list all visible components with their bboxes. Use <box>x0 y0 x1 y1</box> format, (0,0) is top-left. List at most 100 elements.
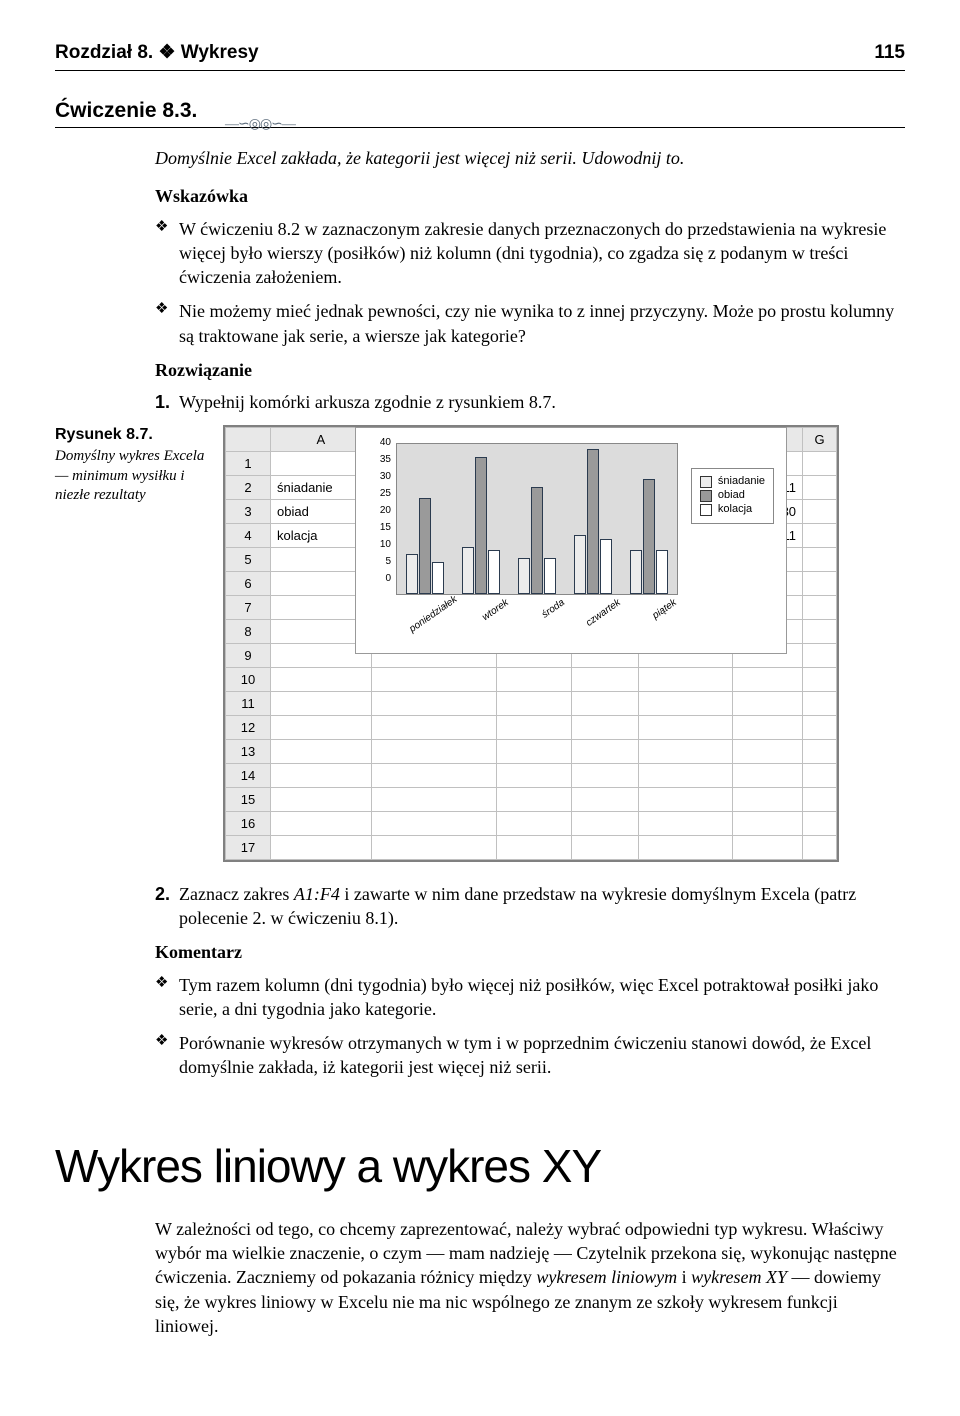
excel-cell <box>572 763 639 787</box>
excel-cell <box>803 667 837 691</box>
excel-cell <box>803 763 837 787</box>
excel-row: 12 <box>226 715 837 739</box>
excel-cell <box>496 811 571 835</box>
excel-cell <box>803 739 837 763</box>
legend-swatch-icon <box>700 490 712 502</box>
excel-cell <box>271 715 372 739</box>
comment-item: ❖ Tym razem kolumn (dni tygodnia) było w… <box>155 973 905 1022</box>
excel-cell <box>803 835 837 859</box>
excel-cell <box>496 691 571 715</box>
excel-cell <box>733 763 803 787</box>
page-header: Rozdział 8. ❖ Wykresy 115 <box>55 40 905 71</box>
figure-description: Domyślny wykres Excela — minimum wysiłku… <box>55 448 204 503</box>
excel-row-header: 11 <box>226 691 271 715</box>
chart-x-tick: poniedziałek <box>408 598 455 635</box>
excel-row-header: 4 <box>226 523 271 547</box>
chart-bar <box>432 562 444 594</box>
excel-row-header: 1 <box>226 451 271 475</box>
legend-item: śniadanie <box>700 476 765 488</box>
comment-heading: Komentarz <box>155 940 905 964</box>
comment-item: ❖ Porównanie wykresów otrzymanych w tym … <box>155 1031 905 1080</box>
chart-bar <box>462 547 474 594</box>
chart-bar-cluster <box>518 487 556 594</box>
excel-cell <box>803 595 837 619</box>
hint-text: W ćwiczeniu 8.2 w zaznaczonym zakresie d… <box>179 217 905 290</box>
excel-cell <box>733 787 803 811</box>
step-text: Wypełnij komórki arkusza zgodnie z rysun… <box>179 390 905 414</box>
excel-cell <box>371 667 496 691</box>
chart-y-axis: 4035302520151050 <box>366 438 391 591</box>
excel-row-header: 7 <box>226 595 271 619</box>
excel-cell <box>803 451 837 475</box>
chart-bars <box>397 444 677 594</box>
chart-x-tick: czwartek <box>576 598 623 635</box>
excel-row-header: 14 <box>226 763 271 787</box>
solution-step: 2. Zaznacz zakres A1:F4 i zawarte w nim … <box>155 882 905 931</box>
excel-cell <box>371 787 496 811</box>
chart-x-tick: środa <box>520 598 567 635</box>
excel-cell <box>638 739 732 763</box>
excel-row: 17 <box>226 835 837 859</box>
chart-y-tick: 30 <box>366 472 391 489</box>
excel-row: 13 <box>226 739 837 763</box>
chart-bar <box>630 550 642 593</box>
excel-cell <box>271 691 372 715</box>
figure-caption: Rysunek 8.7. Domyślny wykres Excela — mi… <box>55 425 205 506</box>
excel-cell <box>733 667 803 691</box>
header-right: 115 <box>874 40 905 66</box>
excel-col-header: G <box>803 427 837 451</box>
legend-label: śniadanie <box>718 476 765 487</box>
bullet-icon: ❖ <box>155 973 179 1022</box>
chart-y-tick: 25 <box>366 489 391 506</box>
legend-label: obiad <box>718 490 745 501</box>
bullet-icon: ❖ <box>155 217 179 290</box>
exercise-divider: —∽◎◎∽— <box>55 127 905 128</box>
excel-row-header: 9 <box>226 643 271 667</box>
excel-cell <box>496 667 571 691</box>
hint-item: ❖ W ćwiczeniu 8.2 w zaznaczonym zakresie… <box>155 217 905 290</box>
solution-step: 1. Wypełnij komórki arkusza zgodnie z ry… <box>155 390 905 414</box>
excel-cell <box>733 739 803 763</box>
excel-cell <box>638 835 732 859</box>
excel-row-header: 5 <box>226 547 271 571</box>
chart-bar <box>531 487 543 594</box>
intro-paragraph: Domyślnie Excel zakłada, że kategorii je… <box>155 146 905 170</box>
legend-label: kolacja <box>718 504 752 515</box>
chart-bar <box>488 550 500 593</box>
chart-bar <box>600 539 612 594</box>
chart-bar <box>656 550 668 593</box>
excel-row: 14 <box>226 763 837 787</box>
excel-cell <box>803 715 837 739</box>
bullet-icon: ❖ <box>155 299 179 348</box>
chart-y-tick: 5 <box>366 557 391 574</box>
excel-cell <box>271 787 372 811</box>
embedded-chart: 4035302520151050 poniedziałekwtorekśroda… <box>355 427 787 654</box>
chart-bar <box>475 457 487 594</box>
chart-x-axis: poniedziałekwtorekśrodaczwartekpiątek <box>396 598 676 608</box>
comment-text: Porównanie wykresów otrzymanych w tym i … <box>179 1031 905 1080</box>
excel-cell <box>803 475 837 499</box>
header-left: Rozdział 8. ❖ Wykresy <box>55 40 259 66</box>
legend-item: obiad <box>700 490 765 502</box>
exercise-ornament-icon: —∽◎◎∽— <box>225 116 295 135</box>
excel-row-header: 10 <box>226 667 271 691</box>
excel-row-header: 17 <box>226 835 271 859</box>
excel-cell <box>733 715 803 739</box>
chart-bar-cluster <box>406 498 444 594</box>
excel-cell <box>803 619 837 643</box>
excel-cell <box>271 739 372 763</box>
chart-legend: śniadanie obiad kolacja <box>691 468 774 524</box>
section-paragraph: W zależności od tego, co chcemy zaprezen… <box>155 1217 905 1338</box>
chart-bar <box>544 558 556 594</box>
excel-cell <box>371 763 496 787</box>
section-heading: Wykres liniowy a wykres XY <box>55 1135 905 1197</box>
excel-cell <box>638 691 732 715</box>
excel-cell <box>371 715 496 739</box>
excel-cell <box>271 667 372 691</box>
excel-cell <box>572 835 639 859</box>
excel-cell <box>803 811 837 835</box>
excel-row-header: 8 <box>226 619 271 643</box>
hint-text: Nie możemy mieć jednak pewności, czy nie… <box>179 299 905 348</box>
legend-swatch-icon <box>700 476 712 488</box>
excel-row: 11 <box>226 691 837 715</box>
